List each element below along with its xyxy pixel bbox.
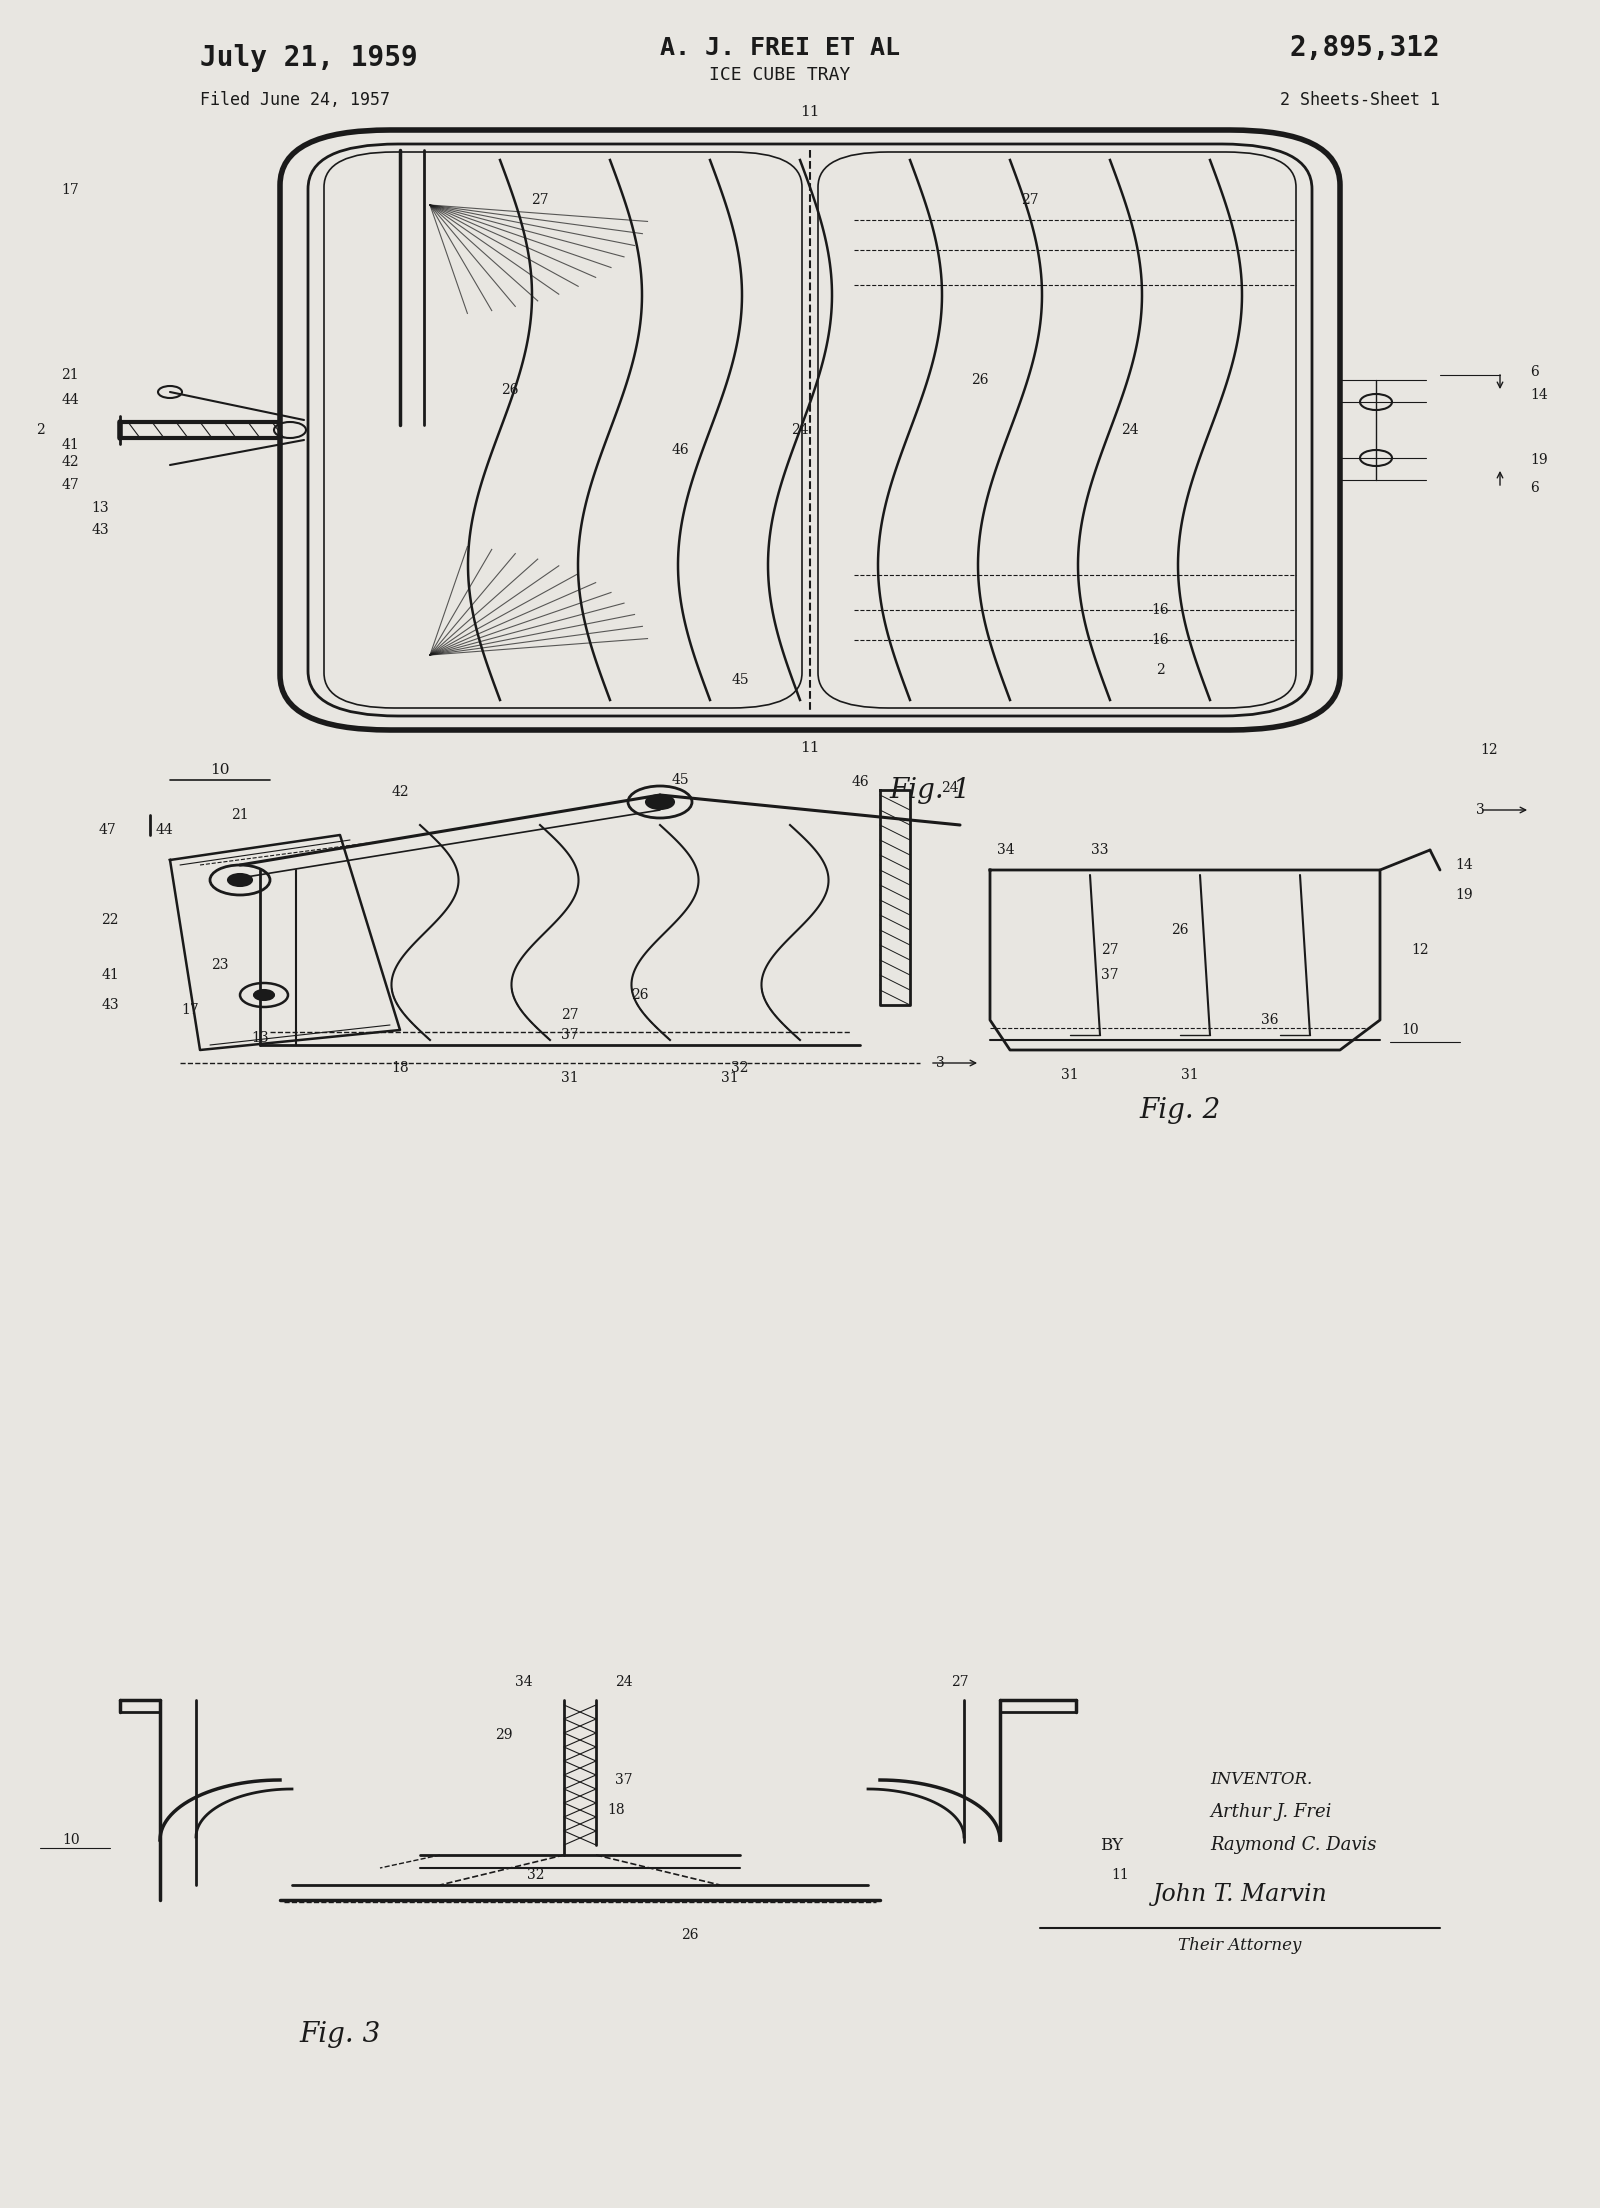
Text: 22: 22 <box>101 912 118 927</box>
Text: 27: 27 <box>1021 192 1038 208</box>
Text: 26: 26 <box>1171 923 1189 936</box>
Text: 43: 43 <box>101 998 118 1011</box>
Text: 13: 13 <box>251 1031 269 1044</box>
Text: 43: 43 <box>91 523 109 537</box>
Text: 6: 6 <box>1530 481 1539 495</box>
Text: 47: 47 <box>98 824 115 837</box>
Text: 17: 17 <box>61 183 78 197</box>
Text: 24: 24 <box>941 782 958 795</box>
Circle shape <box>254 989 274 1000</box>
Text: 19: 19 <box>1530 453 1547 468</box>
Text: 36: 36 <box>1261 1013 1278 1027</box>
Text: 41: 41 <box>61 437 78 453</box>
Text: 31: 31 <box>1181 1069 1198 1082</box>
Text: 2,895,312: 2,895,312 <box>1290 33 1440 62</box>
Text: 14: 14 <box>1530 389 1547 402</box>
Text: Fig. 2: Fig. 2 <box>1139 1097 1221 1124</box>
Text: 2: 2 <box>1155 662 1165 678</box>
Text: 17: 17 <box>181 1002 198 1018</box>
Text: 18: 18 <box>606 1804 626 1817</box>
Text: 27: 27 <box>950 1676 970 1689</box>
Text: ICE CUBE TRAY: ICE CUBE TRAY <box>709 66 851 84</box>
Text: 42: 42 <box>61 455 78 468</box>
Text: 37: 37 <box>614 1773 634 1786</box>
Text: 47: 47 <box>61 477 78 492</box>
Text: 12: 12 <box>1480 744 1498 757</box>
Text: 37: 37 <box>562 1029 579 1042</box>
Text: 32: 32 <box>731 1062 749 1075</box>
Text: 16: 16 <box>1150 603 1170 616</box>
Text: 26: 26 <box>971 373 989 386</box>
Text: 6: 6 <box>1530 364 1539 380</box>
Circle shape <box>646 795 674 808</box>
Text: 10: 10 <box>1402 1022 1419 1038</box>
Text: Fig. 3: Fig. 3 <box>299 2023 381 2049</box>
Text: INVENTOR.: INVENTOR. <box>1210 1771 1312 1788</box>
Text: 31: 31 <box>562 1071 579 1084</box>
Text: 18: 18 <box>390 1062 410 1075</box>
Text: 26: 26 <box>632 987 648 1002</box>
Text: 41: 41 <box>101 967 118 983</box>
Text: 13: 13 <box>91 501 109 514</box>
Text: Raymond C. Davis: Raymond C. Davis <box>1210 1837 1376 1855</box>
Text: 11: 11 <box>1110 1868 1130 1881</box>
Text: 27: 27 <box>562 1009 579 1022</box>
Text: 3: 3 <box>936 1055 944 1071</box>
Text: Arthur J. Frei: Arthur J. Frei <box>1210 1804 1331 1822</box>
Text: 24: 24 <box>1122 424 1139 437</box>
Text: 2: 2 <box>35 424 45 437</box>
Text: 26: 26 <box>682 1928 699 1943</box>
Text: 27: 27 <box>1101 943 1118 956</box>
Text: 23: 23 <box>211 958 229 972</box>
Text: Their Attorney: Their Attorney <box>1178 1936 1302 1954</box>
Text: 34: 34 <box>997 843 1014 857</box>
Text: 10: 10 <box>62 1833 80 1848</box>
Text: 26: 26 <box>501 382 518 397</box>
Text: 16: 16 <box>1150 634 1170 647</box>
Text: 46: 46 <box>670 444 690 457</box>
Text: 2 Sheets-Sheet 1: 2 Sheets-Sheet 1 <box>1280 91 1440 108</box>
Text: John T. Marvin: John T. Marvin <box>1152 1883 1328 1906</box>
Text: 42: 42 <box>390 786 410 799</box>
Text: 3: 3 <box>1475 804 1485 817</box>
Text: 31: 31 <box>722 1071 739 1084</box>
Text: 37: 37 <box>1101 967 1118 983</box>
Text: Filed June 24, 1957: Filed June 24, 1957 <box>200 91 390 108</box>
Text: 10: 10 <box>210 764 230 777</box>
Text: 34: 34 <box>515 1676 533 1689</box>
Text: 45: 45 <box>731 673 749 687</box>
Text: 44: 44 <box>155 824 173 837</box>
Text: 12: 12 <box>1411 943 1429 956</box>
Text: 27: 27 <box>531 192 549 208</box>
Text: 11: 11 <box>800 742 819 755</box>
Text: 24: 24 <box>790 424 810 437</box>
Text: 46: 46 <box>851 775 869 788</box>
Text: 21: 21 <box>230 808 250 821</box>
Text: 19: 19 <box>1454 888 1474 903</box>
Text: 31: 31 <box>1061 1069 1078 1082</box>
Text: 45: 45 <box>670 773 690 786</box>
Text: 11: 11 <box>800 106 819 119</box>
Text: Fig. 1: Fig. 1 <box>890 777 971 804</box>
Text: 24: 24 <box>614 1676 634 1689</box>
Text: 29: 29 <box>496 1729 512 1742</box>
Text: 14: 14 <box>1454 859 1474 872</box>
Text: 44: 44 <box>61 393 78 406</box>
Text: 21: 21 <box>61 369 78 382</box>
Text: July 21, 1959: July 21, 1959 <box>200 44 418 73</box>
Text: BY: BY <box>1101 1837 1123 1853</box>
Circle shape <box>229 874 253 885</box>
Text: 33: 33 <box>1091 843 1109 857</box>
Text: A. J. FREI ET AL: A. J. FREI ET AL <box>661 35 899 60</box>
Text: 32: 32 <box>528 1868 544 1881</box>
